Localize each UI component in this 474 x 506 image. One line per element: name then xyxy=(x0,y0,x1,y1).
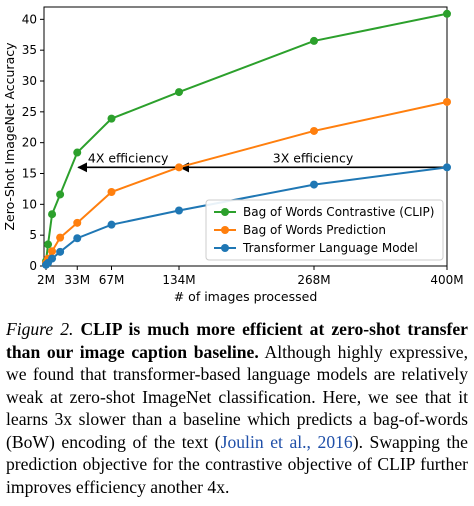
y-tick-label: 0 xyxy=(29,259,37,273)
y-tick-label: 10 xyxy=(22,197,37,211)
y-tick-label: 40 xyxy=(22,12,37,26)
data-point xyxy=(73,148,82,157)
y-tick-label: 20 xyxy=(22,136,37,150)
figure-caption: Figure 2. CLIP is much more efficient at… xyxy=(6,318,468,498)
line-chart: 0 5 10 15 20 25 30 35 40 2M 33M 67M 134M 268M 400M # of… xyxy=(2,6,464,304)
data-point xyxy=(56,233,65,242)
data-point xyxy=(73,234,82,243)
data-point xyxy=(175,163,184,172)
data-point xyxy=(107,114,116,123)
data-point xyxy=(56,247,65,256)
data-point xyxy=(175,206,184,215)
y-tick-label: 30 xyxy=(22,74,37,88)
efficiency-annotation-label: 3X efficiency xyxy=(273,150,354,165)
y-tick-label: 5 xyxy=(29,228,37,242)
plot-frame xyxy=(43,6,448,267)
data-point xyxy=(48,210,57,219)
legend-marker xyxy=(221,226,229,234)
legend-label: Bag of Words Prediction xyxy=(243,223,386,237)
y-tick-label: 15 xyxy=(22,167,37,181)
y-tick-label: 25 xyxy=(22,105,37,119)
data-point xyxy=(310,36,319,45)
data-point xyxy=(107,220,116,229)
data-point xyxy=(443,97,451,106)
y-axis-label: Zero-Shot ImageNet Accuracy xyxy=(2,42,17,231)
data-point xyxy=(310,126,319,135)
data-point xyxy=(310,180,319,189)
figure-label: Figure 2. xyxy=(6,319,74,339)
x-tick-label: 268M xyxy=(297,273,330,287)
x-tick-label: 400M xyxy=(430,273,463,287)
chart-container: 0 5 10 15 20 25 30 35 40 2M 33M 67M 134M 268M 400M # of… xyxy=(2,6,464,304)
x-axis-label: # of images processed xyxy=(174,289,318,304)
data-point xyxy=(443,163,451,172)
legend-label: Bag of Words Contrastive (CLIP) xyxy=(243,205,434,219)
legend-box xyxy=(205,199,444,261)
caption-bold-text: CLIP is much more efficient at zero-shot… xyxy=(6,319,468,362)
x-tick-label: 33M xyxy=(64,273,90,287)
x-tick-label: 2M xyxy=(37,273,55,287)
data-point xyxy=(443,9,451,18)
caption-text-after-cite: ). Swapping the prediction objective for… xyxy=(6,431,468,497)
data-point xyxy=(44,240,53,249)
x-tick-label: 67M xyxy=(99,273,125,287)
data-point xyxy=(73,218,82,227)
data-point xyxy=(56,190,65,199)
data-point xyxy=(107,188,116,196)
y-tick-label: 35 xyxy=(22,43,37,57)
efficiency-annotation-label: 4X efficiency xyxy=(88,150,169,165)
legend-label: Transformer Language Model xyxy=(242,241,418,255)
citation-link[interactable]: Joulin et al., 2016 xyxy=(220,431,353,452)
data-point xyxy=(48,254,57,263)
legend-marker xyxy=(221,244,229,252)
caption-text-before-cite: Although highly expressive, we found tha… xyxy=(6,341,468,452)
legend-marker xyxy=(221,208,229,216)
data-point xyxy=(175,88,184,97)
x-tick-label: 134M xyxy=(162,273,195,287)
data-point xyxy=(48,247,57,256)
